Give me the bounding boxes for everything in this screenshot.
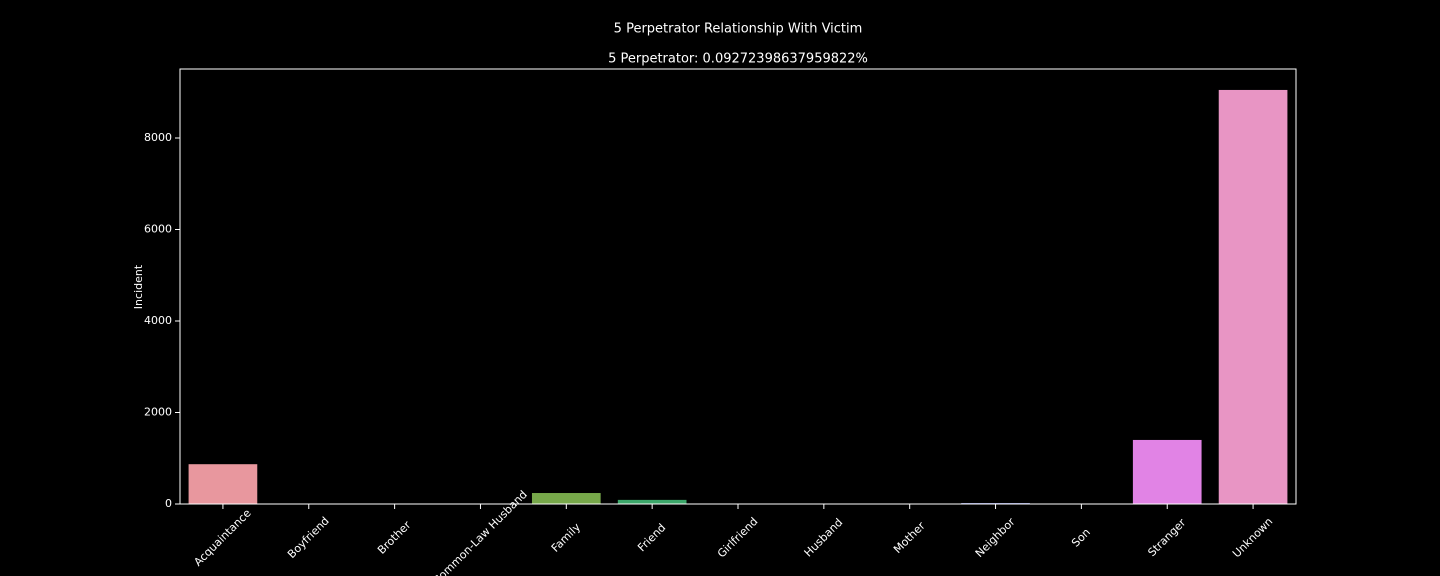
plot-frame	[179, 68, 1297, 505]
bar	[1218, 89, 1288, 505]
y-axis-label: Incident	[132, 264, 145, 309]
y-tick-label: 8000	[144, 131, 172, 144]
y-tick-label: 2000	[144, 405, 172, 418]
chart-title: 5 Perpetrator Relationship With Victim	[614, 22, 863, 37]
y-tick-label: 0	[165, 497, 172, 510]
chart-subtitle: 5 Perpetrator: 0.09272398637959822%	[608, 52, 868, 67]
bar	[188, 464, 258, 504]
bar	[1132, 439, 1202, 504]
y-tick-label: 6000	[144, 222, 172, 235]
y-tick-label: 4000	[144, 314, 172, 327]
bar	[531, 493, 601, 504]
bar	[617, 499, 687, 504]
